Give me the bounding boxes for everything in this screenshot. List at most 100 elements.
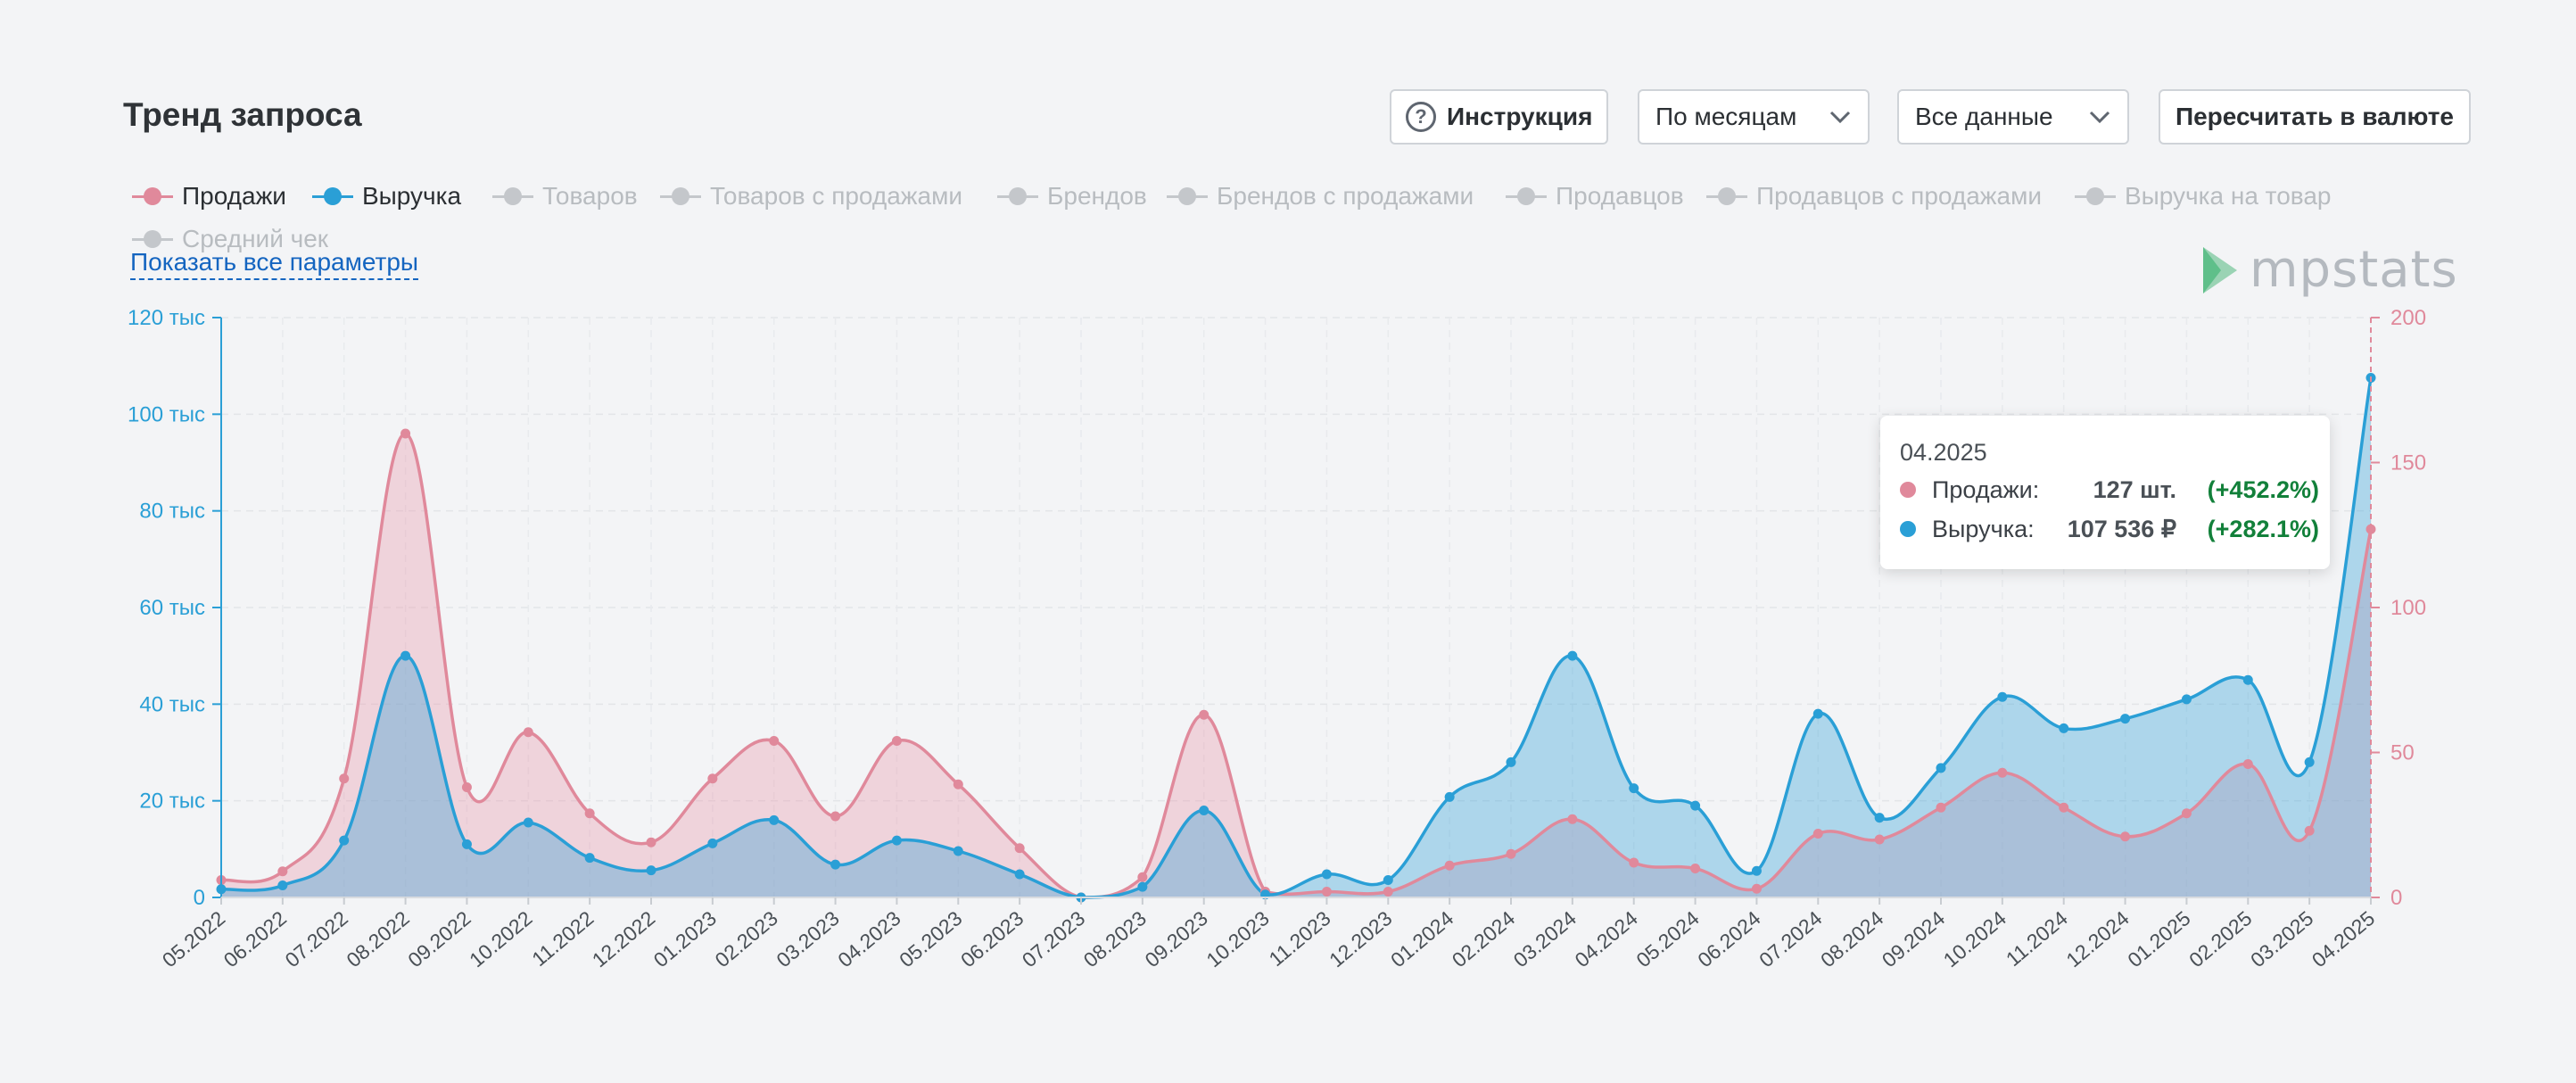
recalc-currency-button[interactable]: Пересчитать в валюте <box>2159 89 2471 145</box>
mpstats-logo: mpstats <box>2201 241 2458 299</box>
sales-point <box>1629 857 1639 868</box>
legend-marker-icon <box>132 187 173 205</box>
right-axis-label: 200 <box>2390 306 2426 330</box>
legend-label: Брендов <box>1047 182 1147 210</box>
revenue-point <box>2304 756 2315 767</box>
legend-item-products[interactable]: Товаров <box>492 178 638 214</box>
legend-marker-icon <box>2075 187 2116 205</box>
revenue-point <box>1690 800 1701 811</box>
chevron-down-icon <box>1829 111 1851 124</box>
revenue-point <box>1506 756 1516 767</box>
legend-item-sales[interactable]: Продажи <box>132 178 286 214</box>
x-axis-label: 02.2025 <box>2184 906 2256 971</box>
x-axis-label: 10.2022 <box>465 906 536 971</box>
revenue-point <box>523 817 533 828</box>
legend-label: Продавцов с продажами <box>1756 182 2042 210</box>
revenue-point <box>2059 723 2069 733</box>
legend-item-products-with-sales[interactable]: Товаров с продажами <box>660 178 962 214</box>
sales-point <box>1199 709 1210 720</box>
tooltip-value: 107 536 ₽ <box>2067 516 2176 542</box>
sales-point <box>1812 829 1823 839</box>
legend-item-revenue-per-product[interactable]: Выручка на товар <box>2075 178 2331 214</box>
mpstats-logo-icon <box>2203 246 2237 293</box>
x-axis-label: 02.2024 <box>1448 906 1520 971</box>
revenue-point <box>1567 650 1578 661</box>
revenue-point <box>2181 694 2192 705</box>
show-all-params-link[interactable]: Показать все параметры <box>130 248 419 280</box>
x-axis-label: 06.2024 <box>1693 906 1765 971</box>
instruction-label: Инструкция <box>1447 103 1593 130</box>
left-axis-label: 120 тыс <box>128 306 205 330</box>
legend-marker-icon <box>132 230 173 248</box>
sales-point <box>707 773 718 784</box>
x-axis-label: 11.2024 <box>2002 906 2072 971</box>
right-axis-label: 150 <box>2390 451 2426 475</box>
sales-point <box>2304 825 2315 836</box>
sales-point <box>1137 872 1148 882</box>
data-select[interactable]: Все данные <box>1897 89 2129 145</box>
page-title: Тренд запроса <box>123 96 362 133</box>
x-axis-label: 09.2023 <box>1141 906 1212 971</box>
sales-point <box>2059 802 2069 813</box>
sales-point <box>769 736 780 746</box>
sales-point <box>953 779 963 790</box>
legend-item-revenue[interactable]: Выручка <box>312 178 461 214</box>
x-axis-label: 06.2022 <box>219 906 291 971</box>
instruction-button[interactable]: ? Инструкция <box>1390 89 1608 145</box>
revenue-point <box>707 838 718 848</box>
x-axis-label: 01.2024 <box>1386 906 1458 971</box>
x-axis-label: 10.2023 <box>1201 906 1273 971</box>
sales-point <box>1567 814 1578 824</box>
x-axis-label: 08.2022 <box>342 906 413 971</box>
revenue-dot-icon <box>1900 521 1916 537</box>
x-axis-label: 12.2022 <box>588 906 659 971</box>
x-axis-label: 11.2022 <box>527 906 598 971</box>
x-axis-label: 07.2024 <box>1754 906 1827 971</box>
period-select[interactable]: По месяцам <box>1638 89 1870 145</box>
right-axis-label: 100 <box>2390 596 2426 620</box>
sales-point <box>2181 808 2192 819</box>
legend-marker-icon <box>312 187 353 205</box>
chevron-down-icon <box>2089 111 2110 124</box>
x-axis-label: 11.2023 <box>1265 906 1335 971</box>
legend-marker-icon <box>660 187 701 205</box>
x-axis-label: 12.2023 <box>1325 906 1396 971</box>
recalc-currency-label: Пересчитать в валюте <box>2175 103 2454 130</box>
sales-point <box>830 811 841 822</box>
sales-point <box>2242 759 2253 769</box>
sales-line <box>220 432 2373 899</box>
chart-tooltip: 04.2025 Продажи: 127 шт. (+452.2%) Выруч… <box>1880 416 2330 569</box>
legend-label: Брендов с продажами <box>1217 182 1474 210</box>
tooltip-row-revenue: Выручка: 107 536 ₽ (+282.1%) <box>1900 514 2319 544</box>
left-axis-label: 40 тыс <box>139 692 205 716</box>
revenue-area <box>221 377 2371 898</box>
tooltip-date: 04.2025 <box>1900 439 1987 466</box>
legend-item-brands-with-sales[interactable]: Брендов с продажами <box>1167 178 1474 214</box>
revenue-point <box>646 865 656 876</box>
revenue-point <box>769 814 780 825</box>
x-axis-label: 08.2024 <box>1816 906 1888 971</box>
help-icon: ? <box>1406 102 1436 132</box>
right-axis-label: 0 <box>2390 886 2402 910</box>
legend-item-sellers-with-sales[interactable]: Продавцов с продажами <box>1706 178 2042 214</box>
x-axis-label: 09.2024 <box>1878 906 1950 971</box>
left-axis-label: 0 <box>194 886 205 910</box>
revenue-point <box>1321 869 1332 880</box>
legend-item-brands[interactable]: Брендов <box>997 178 1147 214</box>
x-axis-label: 07.2022 <box>281 906 352 971</box>
sales-point <box>1751 883 1762 894</box>
tooltip-value: 127 шт. <box>2093 476 2176 503</box>
legend-item-sellers[interactable]: Продавцов <box>1506 178 1684 214</box>
sales-point <box>400 428 411 439</box>
x-axis-label: 05.2023 <box>895 906 966 971</box>
revenue-point <box>1137 881 1148 892</box>
legend-label: Выручка на товар <box>2125 182 2332 210</box>
x-axis-label: 01.2025 <box>2123 906 2194 971</box>
revenue-point <box>1383 875 1393 885</box>
sales-point <box>1506 848 1516 859</box>
revenue-point <box>1014 869 1025 880</box>
revenue-point <box>400 650 411 661</box>
legend-item-average-check[interactable]: Средний чек <box>132 221 328 257</box>
right-axis-label: 50 <box>2390 741 2415 765</box>
